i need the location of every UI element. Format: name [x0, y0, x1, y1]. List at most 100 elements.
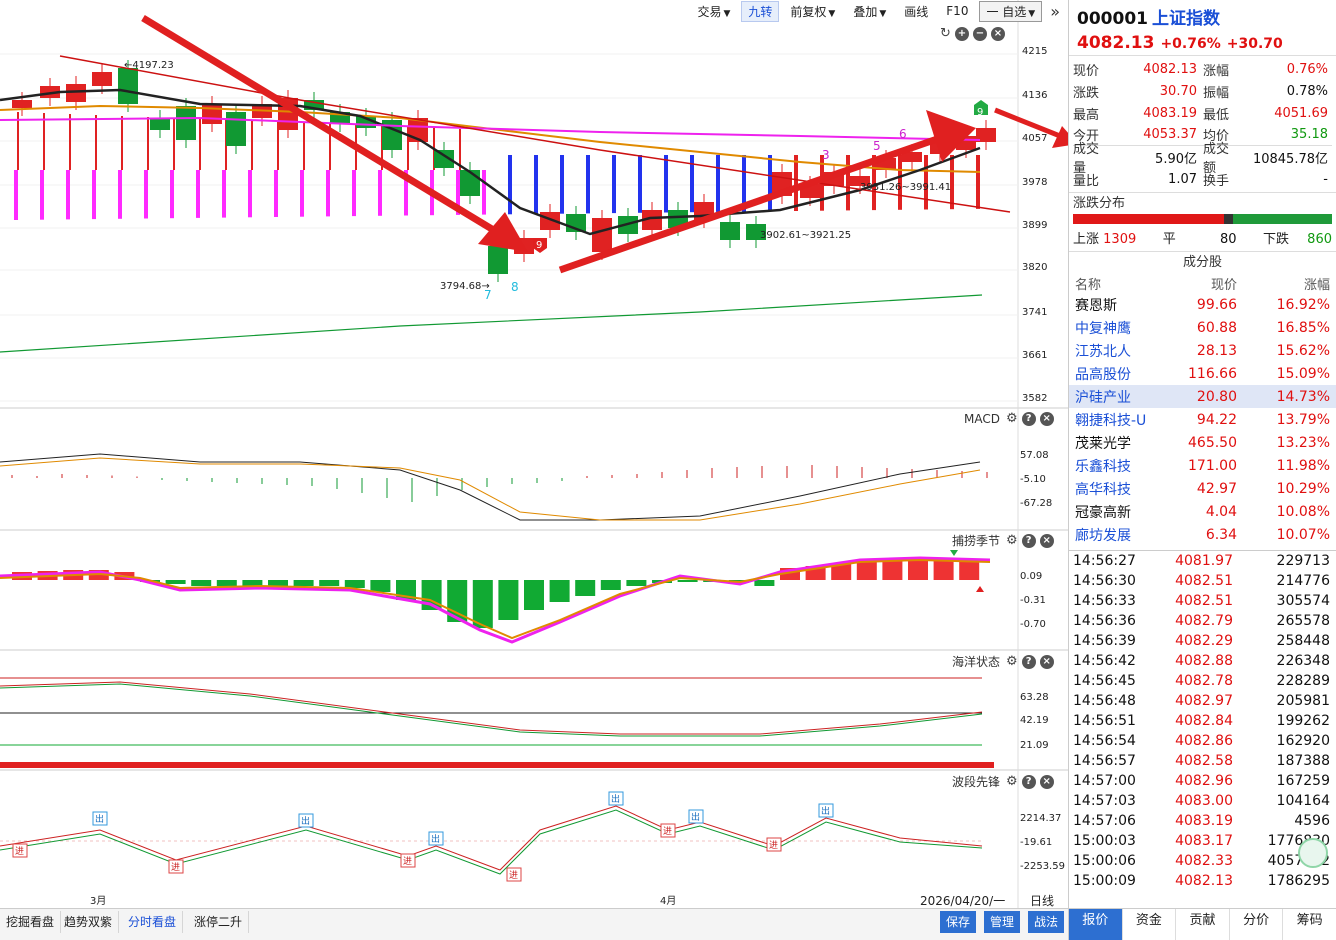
candle-body [976, 128, 996, 142]
stock-row[interactable]: 沪硅产业 20.80 14.73% [1069, 385, 1336, 408]
out-signal-box [608, 791, 624, 806]
tick-volume: 265578 [1276, 613, 1330, 629]
ocean-line-red [0, 681, 983, 735]
close-icon[interactable]: × [1039, 533, 1054, 548]
candle-body [746, 224, 766, 240]
season-axis-label: -0.31 [1020, 595, 1046, 606]
channel-bar [508, 155, 512, 215]
channel-bar [118, 170, 122, 219]
close-icon[interactable]: × [1039, 411, 1054, 426]
close-icon[interactable]: × [1039, 774, 1054, 789]
channel-bar [66, 170, 70, 220]
season-bar [216, 580, 237, 586]
stock-row[interactable]: 高华科技 42.97 10.29% [1069, 477, 1336, 500]
tick-time: 14:56:30 [1073, 573, 1136, 589]
help-icon[interactable]: ? [1021, 654, 1036, 669]
period-display[interactable]: 日线 [1030, 894, 1055, 908]
candle-body [202, 104, 222, 124]
stock-row[interactable]: 冠豪高新 4.04 10.08% [1069, 500, 1336, 523]
side-tab[interactable]: 贡献 [1176, 909, 1230, 940]
adjust-menu[interactable]: 前复权 ▼ [790, 4, 836, 19]
tick-row: 14:56:57 4082.58 187388 [1069, 751, 1336, 771]
nine-turn-button[interactable]: 九转 [741, 0, 780, 22]
close-icon[interactable]: × [1039, 654, 1054, 669]
stat-value: 1.07 [1168, 171, 1197, 187]
help-icon[interactable]: ? [1021, 774, 1036, 789]
range-annotation-1: 3902.61~3921.25 [760, 230, 851, 241]
nine-count-9-red: 9 [536, 240, 542, 251]
high-annotation: ←4197.23 [124, 60, 174, 71]
tab-limit[interactable]: 涨停二升 [188, 911, 250, 933]
up-arrow-head-icon [926, 110, 976, 162]
help-icon[interactable]: ? [1021, 533, 1036, 548]
gear-icon[interactable]: ⚙ [1005, 411, 1018, 426]
stat-label: 成交额 [1203, 142, 1230, 176]
help-icon[interactable]: ? [1021, 411, 1036, 426]
channel-bar [716, 155, 720, 212]
double-chevron-right-icon[interactable]: » [1050, 1, 1060, 21]
stock-change: 15.62% [1276, 342, 1330, 359]
symbol-name[interactable]: 上证指数 [1151, 9, 1220, 29]
stock-row[interactable]: 赛恩斯 99.66 16.92% [1069, 293, 1336, 316]
strategy-button[interactable]: 战法 [1028, 911, 1065, 933]
candle-body [668, 210, 688, 228]
stock-row[interactable]: 翱捷科技-U 94.22 13.79% [1069, 408, 1336, 431]
stock-row[interactable]: 江苏北人 28.13 15.62% [1069, 339, 1336, 362]
tab-trend[interactable]: 趋势双紫 [58, 911, 120, 933]
ocean-axis-label: 63.28 [1020, 692, 1049, 703]
side-tab[interactable]: 分价 [1230, 909, 1284, 940]
gear-icon[interactable]: ⚙ [1006, 533, 1018, 548]
zoom-in-icon[interactable]: + [954, 26, 969, 41]
quote-sidebar: 000001 上证指数 4082.13 +0.76% +30.70 现价 4082.1… [1068, 0, 1336, 940]
stock-row[interactable]: 品高股份 116.66 15.09% [1069, 362, 1336, 385]
candle-body [150, 118, 170, 130]
manage-button[interactable]: 管理 [984, 911, 1021, 933]
stock-row[interactable]: 乐鑫科技 171.00 11.98% [1069, 454, 1336, 477]
draw-line-button[interactable]: 画线 [904, 4, 929, 19]
tab-intraday[interactable]: 分时看盘 [122, 911, 184, 933]
stat-label: 最低 [1203, 107, 1230, 123]
change-pct: +0.76% [1160, 36, 1221, 52]
dist-labels: 上涨 1309 平 80 下跌 860 [1069, 224, 1336, 251]
channel-bar [196, 170, 200, 218]
overlay-menu[interactable]: 叠加 ▼ [853, 4, 887, 19]
stock-row[interactable]: 中复神鹰 60.88 16.85% [1069, 316, 1336, 339]
f10-button[interactable]: F10 [946, 4, 969, 18]
channel-bar [872, 155, 876, 211]
stock-row[interactable]: 廊坊发展 6.34 10.07% [1069, 523, 1336, 546]
candle-body [850, 176, 870, 186]
side-tab[interactable]: 资金 [1123, 909, 1177, 940]
gear-icon[interactable]: ⚙ [1006, 774, 1018, 789]
season-bar [242, 580, 263, 586]
tick-time: 14:56:51 [1073, 713, 1136, 729]
season-axis-label: 0.09 [1020, 571, 1042, 582]
gear-icon[interactable]: ⚙ [1006, 654, 1018, 669]
tick-price: 4082.96 [1175, 773, 1233, 789]
col-name: 名称 [1075, 277, 1102, 293]
side-tab[interactable]: 筹码 [1283, 909, 1336, 940]
tick-row: 14:56:33 4082.51 305574 [1069, 591, 1336, 611]
tick-time: 14:56:45 [1073, 673, 1136, 689]
tick-price: 4082.88 [1175, 653, 1233, 669]
save-button[interactable]: 保存 [940, 911, 977, 933]
tick-volume: 305574 [1276, 593, 1330, 609]
tick-price: 4083.17 [1175, 833, 1233, 849]
col-change: 涨幅 [1303, 277, 1330, 293]
side-tab[interactable]: 报价 [1069, 909, 1123, 940]
stock-name: 翱捷科技-U [1075, 412, 1147, 429]
stock-price: 4.04 [1205, 503, 1237, 520]
range-annotation-2: 3931.26~3991.41 [860, 182, 951, 193]
trade-menu[interactable]: 交易 ▼ [697, 4, 731, 19]
stock-row[interactable]: 茂莱光学 465.50 13.23% [1069, 431, 1336, 454]
chart-canvas[interactable]: 出出出出出出进进进进进进 421541364057397838993820374… [0, 0, 1068, 908]
watchlist-menu[interactable]: 一 自选 ▼ [979, 0, 1043, 22]
zoom-out-icon[interactable]: − [972, 26, 987, 41]
refresh-icon[interactable]: ↻ [940, 26, 951, 41]
col-price: 现价 [1210, 277, 1237, 293]
season-bar [882, 560, 903, 580]
macd-dea-line [0, 457, 981, 521]
tab-dig[interactable]: 挖掘看盘 [0, 911, 62, 933]
close-icon[interactable]: × [990, 26, 1005, 41]
chart-area[interactable]: 出出出出出出进进进进进进 4215 4136 4057 3978 3899 3820 374… [0, 0, 1068, 910]
season-bar [933, 560, 954, 580]
